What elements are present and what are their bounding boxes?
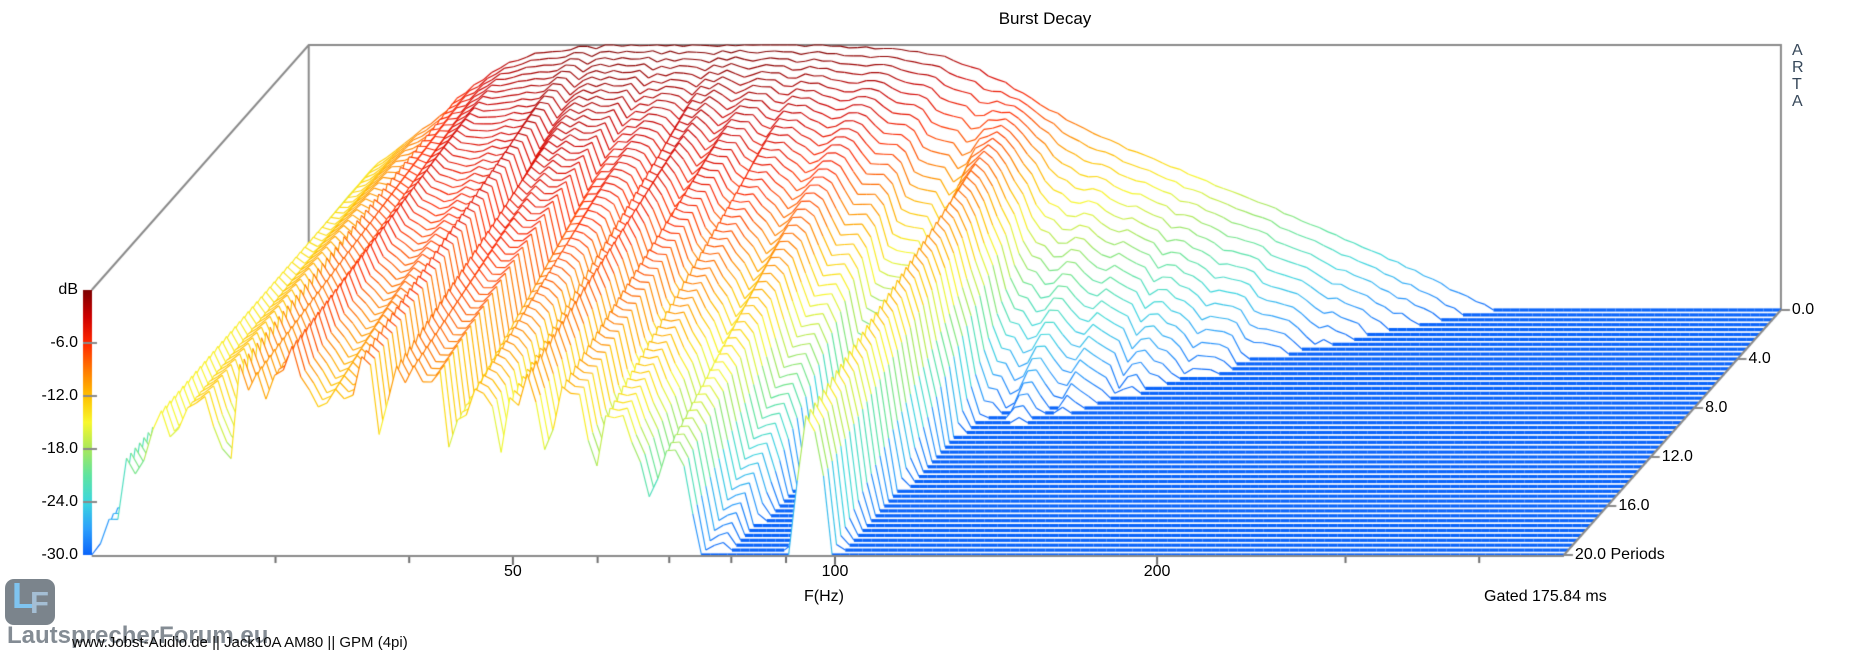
db-tick-label: -6.0 xyxy=(50,334,78,351)
periods-tick-label: 0.0 xyxy=(1791,301,1815,318)
db-tick-label: -12.0 xyxy=(41,387,78,404)
db-tick-label: -18.0 xyxy=(41,440,78,457)
db-tick-label: -30.0 xyxy=(41,546,78,563)
logo-letter-l: L xyxy=(12,575,34,616)
arta-badge-letter: A xyxy=(1792,42,1803,59)
frequency-tick-label: 50 xyxy=(503,563,522,580)
frequency-tick-label: 200 xyxy=(1143,563,1171,580)
chart-title: Burst Decay xyxy=(998,9,1092,28)
periods-tick-label: 16.0 xyxy=(1618,497,1650,514)
logo-letter-f: F xyxy=(30,585,49,620)
arta-badge-letter: T xyxy=(1792,76,1802,93)
lautsprecherforum-logo: L F xyxy=(5,575,55,625)
db-axis-label: dB xyxy=(58,281,78,298)
periods-tick-label: 12.0 xyxy=(1661,448,1693,465)
periods-tick-label: 20.0 Periods xyxy=(1574,546,1665,563)
db-tick-label: -24.0 xyxy=(41,493,78,510)
gated-time-note: Gated 175.84 ms xyxy=(1484,588,1607,605)
frequency-axis-label: F(Hz) xyxy=(804,588,844,605)
measurement-footer-note: www.Jobst-Audio.de || Jack10A AM80 || GP… xyxy=(72,634,408,651)
periods-tick-label: 8.0 xyxy=(1705,399,1728,416)
frequency-tick-label: 100 xyxy=(821,563,849,580)
arta-badge-letter: R xyxy=(1792,59,1804,76)
watermark-text: LautsprecherForum.eu xyxy=(7,622,269,649)
arta-badge-letter: A xyxy=(1792,93,1803,110)
periods-tick-label: 4.0 xyxy=(1748,350,1771,367)
